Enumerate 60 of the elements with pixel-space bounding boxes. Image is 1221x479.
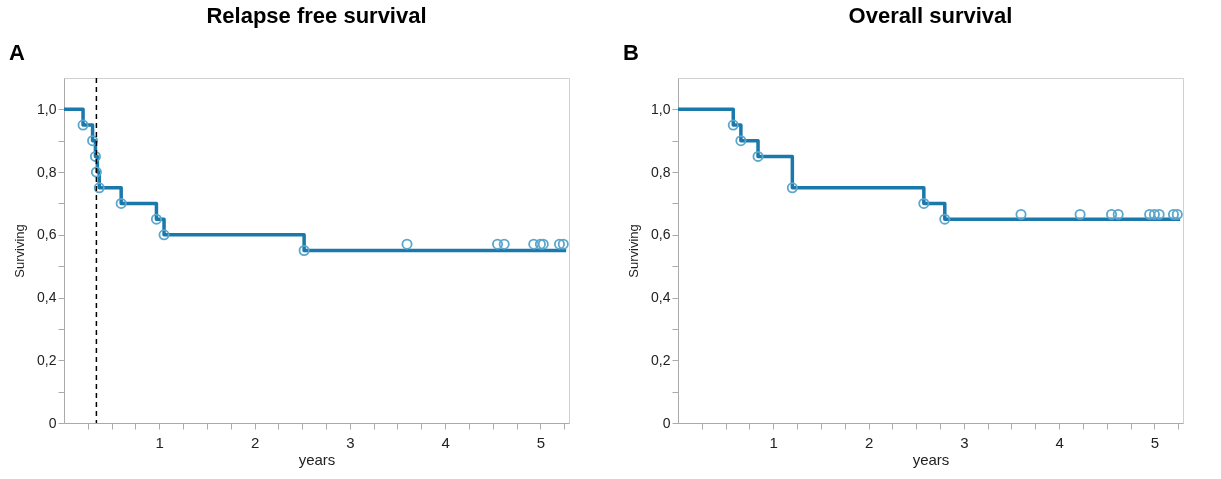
x-tick-label: 1: [155, 433, 164, 451]
point: [1144, 208, 1156, 220]
chart-title: Relapse free survival: [206, 3, 427, 28]
point: [752, 150, 764, 162]
y-tick-label: 0,4: [37, 289, 57, 306]
y-tick-label: 0,8: [37, 163, 57, 180]
point: [90, 166, 102, 178]
point: [918, 197, 930, 209]
point: [1106, 208, 1118, 220]
x-tick-label: 2: [864, 433, 874, 451]
x-tick-label: 3: [346, 433, 355, 451]
x-tick-label: 4: [1055, 433, 1064, 451]
point: [158, 229, 170, 241]
y-tick-label: 0,6: [37, 226, 57, 243]
point: [1171, 208, 1183, 220]
y-tick-label: 0: [48, 414, 57, 431]
y-tick-label: 0: [662, 414, 671, 431]
y-axis-title: Surviving: [12, 224, 28, 278]
point: [492, 238, 504, 250]
y-tick-label: 0,4: [651, 289, 671, 306]
x-tick-label: 5: [536, 433, 546, 451]
text: B: [623, 40, 639, 65]
x-axis-title: years: [298, 450, 336, 468]
x-axis-title: years: [912, 450, 950, 468]
point: [553, 238, 565, 250]
y-tick-label: 0,6: [651, 226, 671, 243]
y-tick-label: 1,0: [37, 100, 57, 117]
point: [786, 182, 798, 194]
point: [727, 119, 739, 131]
point: [1112, 208, 1124, 220]
y-tick-label: 0,2: [37, 351, 57, 368]
x-tick-label: 1: [769, 433, 778, 451]
point: [1148, 208, 1160, 220]
point: [87, 135, 99, 147]
point: [89, 150, 101, 162]
point: [1074, 208, 1086, 220]
point: [1167, 208, 1179, 220]
x-tick-label: 5: [1150, 433, 1160, 451]
point: [1015, 208, 1027, 220]
point: [77, 119, 89, 131]
y-axis-title: Surviving: [626, 224, 642, 278]
point: [1153, 208, 1165, 220]
text: A: [9, 40, 25, 65]
y-tick-label: 0,2: [651, 351, 671, 368]
y-tick-label: 1,0: [651, 100, 671, 117]
x-tick-label: 3: [960, 433, 969, 451]
chart-title: Overall survival: [848, 3, 1013, 28]
point: [401, 238, 413, 250]
point: [498, 238, 510, 250]
point: [150, 213, 162, 225]
x-tick-label: 2: [250, 433, 260, 451]
y-tick-label: 0,8: [651, 163, 671, 180]
point: [939, 213, 951, 225]
point: [557, 238, 569, 250]
x-tick-label: 4: [441, 433, 450, 451]
point: [298, 245, 310, 256]
point: [528, 238, 540, 250]
point: [115, 197, 127, 209]
point: [93, 182, 105, 194]
point: [735, 135, 747, 147]
